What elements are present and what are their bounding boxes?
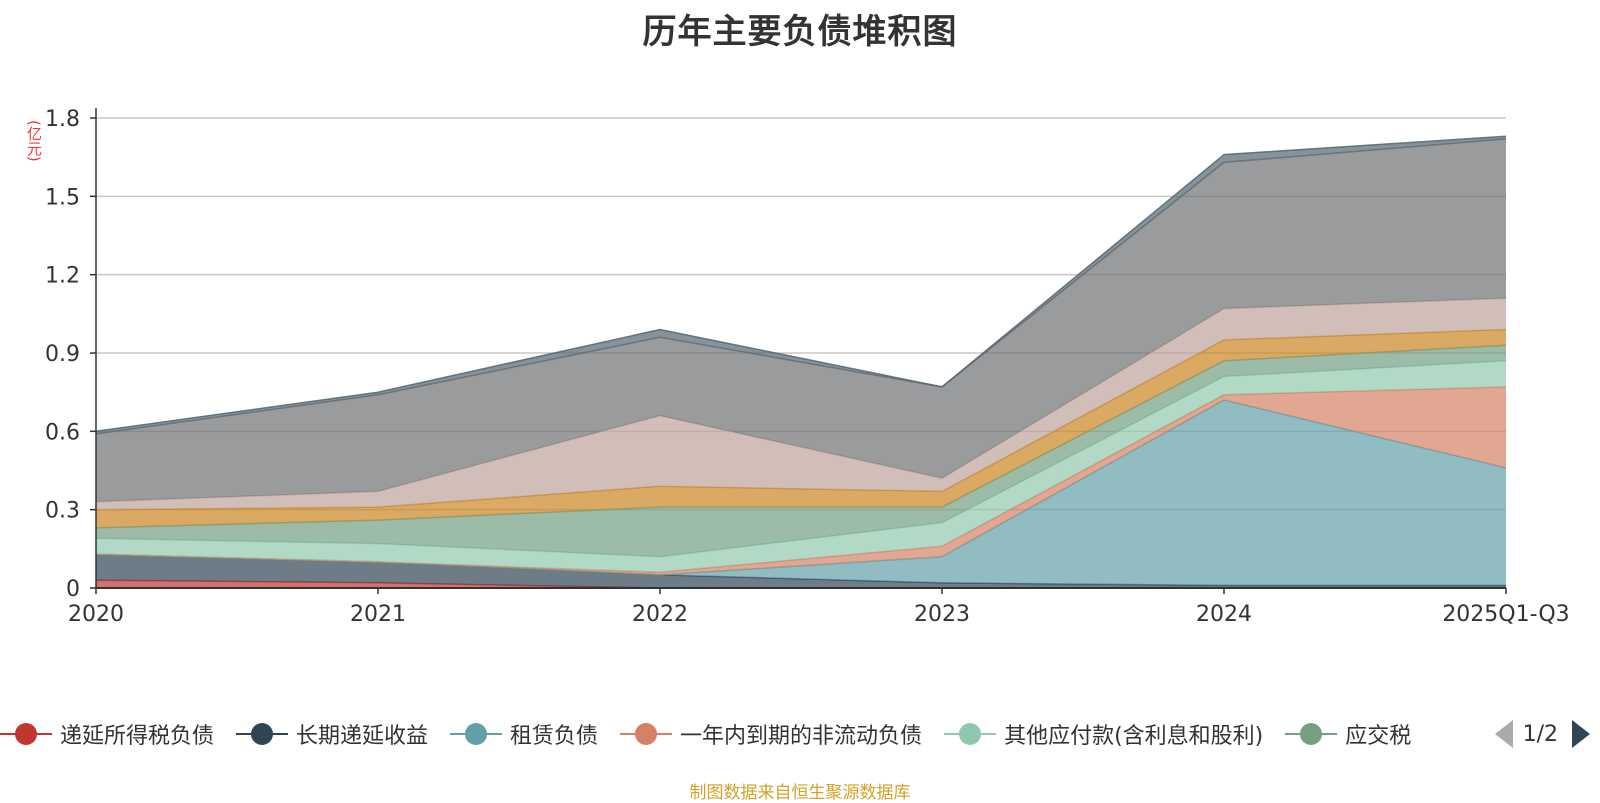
y-tick-label: 1.2 — [45, 264, 80, 289]
area-一年内到期的非流动负债 — [96, 386, 1506, 575]
next-page-icon[interactable] — [1572, 720, 1590, 748]
x-tick-label: 2020 — [68, 602, 124, 627]
legend-pager: 1/2 — [1494, 714, 1590, 754]
x-tick-label: 2022 — [632, 602, 688, 627]
legend-item[interactable]: 递延所得税负债 — [0, 718, 214, 750]
legend-item[interactable]: 其他应付款(含利息和股利) — [944, 718, 1263, 750]
y-tick-label: 0 — [66, 577, 80, 602]
line-其他 — [95, 135, 1507, 433]
legend-label: 其他应付款(含利息和股利) — [1004, 724, 1264, 749]
legend-page-indicator: 1/2 — [1522, 721, 1558, 747]
legend-marker-icon — [1285, 722, 1338, 746]
legend-marker-icon — [0, 722, 52, 746]
chart-title: 历年主要负债堆积图 — [642, 12, 958, 52]
area-series — [95, 135, 1507, 589]
y-tick-label: 1.5 — [45, 185, 80, 210]
area-长期递延收益 — [96, 554, 1506, 588]
y-tick-label: 0.6 — [45, 420, 80, 445]
y-tick-label: 1.8 — [45, 107, 80, 132]
legend-label: 应交税 — [1345, 724, 1412, 749]
x-tick-label: 2021 — [350, 602, 406, 627]
legend-marker-icon — [450, 722, 503, 746]
legend-marker-icon — [620, 722, 673, 746]
area-应付账款 — [96, 138, 1506, 502]
prev-page-icon[interactable] — [1494, 720, 1513, 748]
legend-label: 递延所得税负债 — [60, 724, 215, 749]
legend-label: 租赁负债 — [510, 724, 599, 749]
legend-marker-icon — [236, 722, 289, 746]
y-axis-unit-label: (亿元) — [25, 120, 43, 162]
legend-item[interactable]: 应交税 — [1285, 718, 1411, 750]
area-应付职工薪酬 — [96, 329, 1506, 528]
legend-item[interactable]: 一年内到期的非流动负债 — [620, 718, 922, 750]
legend-item[interactable]: 长期递延收益 — [236, 718, 428, 750]
legend-marker-icon — [944, 722, 997, 746]
legend-item[interactable]: 租赁负债 — [450, 718, 598, 750]
x-tick-label: 2024 — [1196, 602, 1252, 627]
legend-label: 长期递延收益 — [296, 724, 429, 749]
y-tick-label: 0.9 — [45, 342, 80, 367]
legend-items: 递延所得税负债 长期递延收益 租赁负债 一年内到期的非流动负债 其他应付款(含利… — [0, 718, 1490, 750]
legend: 递延所得税负债 长期递延收益 租赁负债 一年内到期的非流动负债 其他应付款(含利… — [0, 714, 1600, 754]
area-递延所得税负债 — [96, 580, 1506, 588]
source-note: 制图数据来自恒生聚源数据库 — [689, 783, 911, 803]
area-租赁负债 — [96, 400, 1506, 586]
line-应付账款 — [95, 138, 1507, 435]
y-tick-label: 0.3 — [45, 499, 80, 524]
x-tick-label: 2023 — [914, 602, 970, 627]
x-tick-label: 2025Q1-Q3 — [1442, 602, 1569, 627]
legend-label: 一年内到期的非流动负债 — [680, 724, 923, 749]
